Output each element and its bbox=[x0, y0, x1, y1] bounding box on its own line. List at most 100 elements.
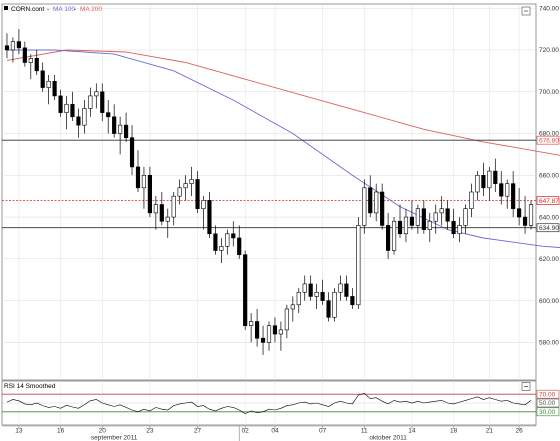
candle bbox=[40, 62, 45, 92]
candle bbox=[344, 275, 349, 301]
candle bbox=[153, 196, 158, 230]
candle bbox=[70, 91, 75, 121]
candle-body bbox=[106, 112, 111, 118]
candle bbox=[386, 212, 391, 259]
price-tick-label: 700.00 bbox=[539, 89, 559, 96]
candle bbox=[52, 75, 57, 101]
candle-body bbox=[4, 45, 10, 51]
candle bbox=[451, 208, 456, 238]
candle bbox=[123, 112, 129, 142]
candle bbox=[255, 308, 260, 347]
candle bbox=[112, 104, 117, 138]
candle bbox=[266, 321, 272, 351]
x-tick-label: 13 bbox=[15, 428, 23, 435]
rsi-tick-label: 70.00 bbox=[539, 391, 556, 398]
candle bbox=[147, 166, 152, 218]
candle-body bbox=[219, 246, 224, 251]
candle bbox=[326, 292, 331, 322]
candle-body bbox=[207, 200, 212, 235]
candle-body bbox=[70, 103, 75, 118]
candle-body bbox=[16, 41, 21, 49]
price-tick-label: 660.00 bbox=[539, 172, 559, 179]
candle bbox=[243, 250, 248, 330]
candle bbox=[427, 212, 432, 243]
candle bbox=[135, 150, 141, 192]
candle bbox=[58, 89, 63, 117]
candle-body bbox=[511, 183, 516, 210]
ma200-line bbox=[6, 49, 560, 156]
header-sep-2: - bbox=[74, 6, 76, 13]
candle bbox=[511, 171, 516, 218]
candle-body bbox=[40, 70, 45, 88]
candle bbox=[528, 200, 534, 230]
candle-body bbox=[457, 225, 462, 235]
candle-body bbox=[350, 296, 355, 306]
candle-body bbox=[505, 183, 510, 197]
candle-body bbox=[517, 208, 522, 218]
candle-body bbox=[391, 220, 397, 251]
candle-body bbox=[314, 291, 319, 297]
candle bbox=[106, 100, 111, 134]
candle-body bbox=[88, 95, 93, 109]
candle-body bbox=[249, 321, 254, 326]
pane-collapse-icon[interactable] bbox=[521, 6, 531, 16]
rsi-series bbox=[6, 392, 532, 414]
candle-body bbox=[493, 170, 498, 184]
candle bbox=[338, 275, 343, 301]
x-tick-label: 27 bbox=[194, 428, 202, 435]
candle bbox=[374, 183, 379, 222]
rsi-tag-box bbox=[536, 398, 560, 408]
candle bbox=[368, 175, 373, 218]
candle-body bbox=[189, 179, 194, 184]
candle bbox=[237, 225, 242, 259]
candle bbox=[380, 183, 385, 230]
candle bbox=[219, 237, 224, 264]
candle-body bbox=[338, 283, 343, 293]
x-tick-label: 21 bbox=[486, 428, 494, 435]
rsi-tags: 70.00 50.00 30.00 bbox=[536, 389, 560, 417]
chart-header: CORN.cont - MA 100 - MA 200 bbox=[4, 6, 102, 13]
candle-body bbox=[58, 95, 63, 113]
candle-body bbox=[255, 321, 260, 339]
candle bbox=[171, 192, 176, 226]
candle-body bbox=[487, 170, 492, 189]
candle bbox=[493, 158, 498, 192]
candle-body bbox=[344, 283, 349, 297]
x-tick-label: 20 bbox=[99, 428, 107, 435]
x-tick-label: 23 bbox=[146, 428, 154, 435]
symbol-label: CORN.cont bbox=[11, 6, 44, 13]
candle-body bbox=[129, 137, 135, 168]
rsi-collapse-icon[interactable] bbox=[521, 382, 531, 391]
candle-body bbox=[421, 208, 426, 230]
candle bbox=[46, 75, 51, 105]
candle bbox=[213, 225, 218, 255]
x-tick-label: 16 bbox=[57, 428, 65, 435]
candle bbox=[278, 321, 283, 351]
price-axis: 740.00 720.00 700.00 680.00 660.00 640.00 620.… bbox=[539, 5, 559, 346]
candle bbox=[249, 313, 254, 343]
rsi-label: RSI 14 Smoothed bbox=[4, 383, 56, 390]
candle bbox=[16, 29, 21, 55]
candle bbox=[4, 33, 10, 59]
candle bbox=[302, 275, 307, 301]
candle bbox=[350, 288, 355, 309]
candle-body bbox=[52, 80, 57, 97]
candle-body bbox=[82, 108, 87, 126]
candle bbox=[189, 166, 194, 197]
candle-body bbox=[112, 116, 117, 134]
candle-body bbox=[213, 233, 218, 251]
price-tick-label: 600.00 bbox=[539, 298, 559, 305]
candle-body bbox=[374, 191, 379, 214]
candle-body bbox=[326, 300, 331, 318]
rsi-line bbox=[6, 392, 532, 414]
price-tick-label: 580.00 bbox=[539, 340, 559, 347]
candle bbox=[76, 108, 81, 138]
x-tick-label: 07 bbox=[319, 428, 327, 435]
candle bbox=[231, 221, 236, 247]
candle-body bbox=[266, 325, 272, 343]
candle-body bbox=[135, 166, 141, 189]
candle bbox=[183, 175, 188, 201]
month-label-september: september 2011 bbox=[91, 435, 138, 441]
candle bbox=[391, 217, 397, 255]
